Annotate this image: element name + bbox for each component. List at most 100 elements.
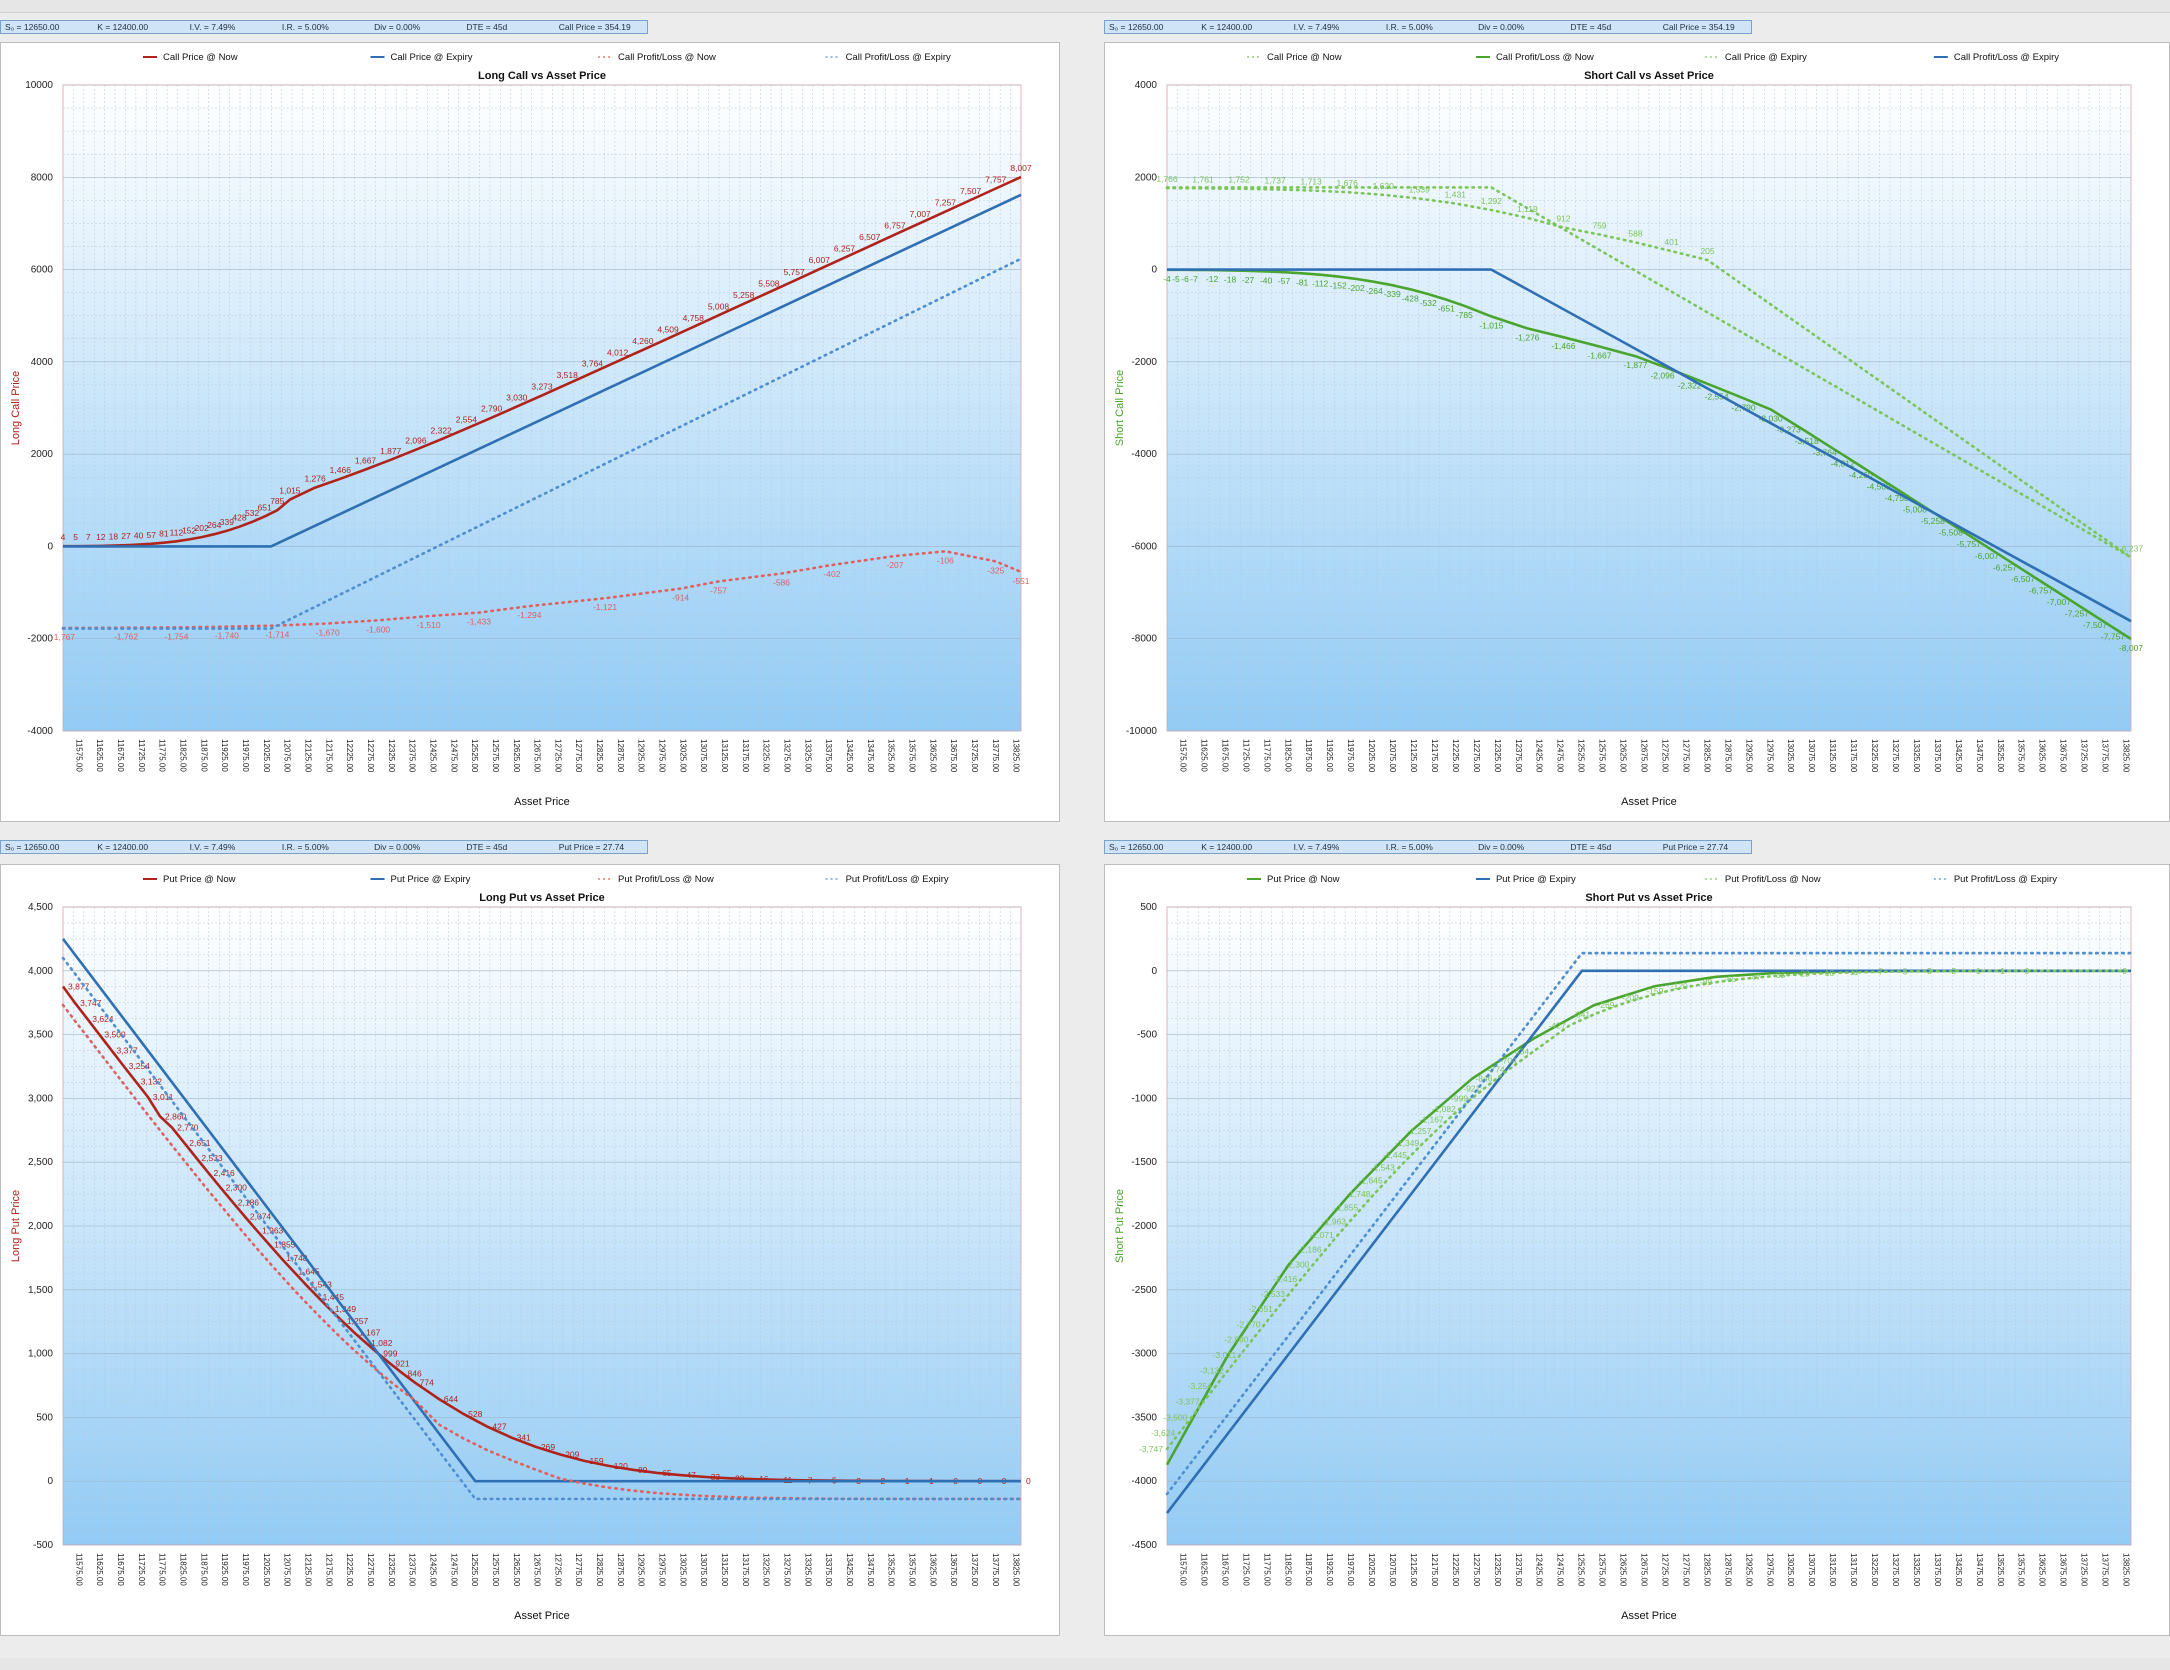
data-label: 7,007 bbox=[910, 209, 932, 219]
data-label: 40 bbox=[134, 531, 144, 541]
param-dte: DTE = 45d bbox=[466, 22, 508, 32]
data-label: -1,740 bbox=[215, 631, 239, 641]
x-tick-label: 12575.00 bbox=[491, 1553, 500, 1587]
x-tick-label: 11875.00 bbox=[1304, 1553, 1313, 1586]
x-tick-label: 12375.00 bbox=[1514, 1553, 1523, 1587]
y-tick-label: -2000 bbox=[1131, 1221, 1157, 1232]
x-tick-label: 11625.00 bbox=[1199, 739, 1208, 772]
data-label: 2,790 bbox=[481, 404, 503, 414]
y-tick-label: 4000 bbox=[1135, 80, 1158, 91]
data-label: -4,260 bbox=[1849, 470, 1873, 480]
x-tick-label: 12675.00 bbox=[1640, 739, 1649, 773]
data-label: -325 bbox=[987, 565, 1004, 575]
y-tick-label: 2000 bbox=[1135, 172, 1158, 183]
x-tick-label: 11825.00 bbox=[1283, 1553, 1292, 1586]
x-tick-label: 13525.00 bbox=[887, 739, 896, 773]
x-tick-label: 12725.00 bbox=[1660, 739, 1669, 773]
x-tick-label: 11675.00 bbox=[1220, 739, 1229, 772]
legend: Put Price @ Now Put Price @ Expiry Put Pro… bbox=[143, 874, 949, 885]
data-label: -846 bbox=[1475, 1074, 1492, 1084]
x-tick-label: 12175.00 bbox=[324, 1553, 333, 1587]
gridlines bbox=[62, 84, 1022, 732]
data-label: -2,554 bbox=[1705, 391, 1729, 401]
data-label: -5,008 bbox=[1903, 505, 1927, 515]
x-tick-label: 12225.00 bbox=[345, 1553, 354, 1587]
param-price: Put Price = 27.74 bbox=[1662, 842, 1729, 852]
data-label: -5,508 bbox=[1939, 528, 1963, 538]
y-tick-label: -2500 bbox=[1131, 1285, 1157, 1296]
x-tick-label: 11875.00 bbox=[199, 739, 208, 772]
x-tick-label: 13025.00 bbox=[1786, 1553, 1795, 1587]
data-label: 2,322 bbox=[431, 425, 453, 435]
x-tick-label: 12225.00 bbox=[1451, 1553, 1460, 1587]
data-label: -120 bbox=[1671, 981, 1688, 991]
y-tick-label: 3,000 bbox=[28, 1093, 53, 1104]
x-tick-label: 11975.00 bbox=[1346, 1553, 1355, 1586]
x-tick-label: 12725.00 bbox=[1660, 1553, 1669, 1587]
data-label: -704 bbox=[1500, 1056, 1517, 1066]
x-tick-label: 13175.00 bbox=[741, 739, 750, 773]
y-tick-label: 2000 bbox=[31, 449, 54, 460]
x-tick-label: 13075.00 bbox=[699, 739, 708, 773]
x-tick-label: 13675.00 bbox=[949, 739, 958, 773]
x-tick-label: 12825.00 bbox=[1702, 1553, 1711, 1587]
y-axis-label: Long Put Price bbox=[10, 1190, 22, 1262]
x-tick-label: 12475.00 bbox=[1556, 739, 1565, 773]
data-label: 7 bbox=[86, 532, 91, 542]
series-line-put-profit-loss-expiry bbox=[61, 956, 1023, 1501]
data-label: -1,963 bbox=[1322, 1216, 1346, 1226]
legend-item-put-price-expiry: Put Price @ Expiry bbox=[391, 874, 471, 885]
x-tick-label: 13825.00 bbox=[1012, 1553, 1021, 1587]
data-label: 1,748 bbox=[286, 1253, 308, 1263]
data-label: -47 bbox=[1749, 972, 1762, 982]
data-label: 3,377 bbox=[117, 1045, 139, 1055]
chart-panel-short-put: 500 0 -500 -1000 -1500 -2000 -2500 -3000 -3500 -4… bbox=[1104, 864, 2170, 1636]
x-tick-label: 12475.00 bbox=[449, 1553, 458, 1587]
x-axis-label: Asset Price bbox=[514, 796, 570, 808]
data-label: -5,757 bbox=[1957, 539, 1981, 549]
y-tick-label: 0 bbox=[47, 541, 53, 552]
data-label: 3,518 bbox=[557, 370, 579, 380]
x-tick-label: 12325.00 bbox=[387, 739, 396, 773]
data-label: 159 bbox=[589, 1456, 603, 1466]
x-tick-label: 11675.00 bbox=[116, 739, 125, 772]
x-tick-label: 11875.00 bbox=[1304, 739, 1313, 772]
x-tick-label: 13525.00 bbox=[1996, 1553, 2005, 1587]
data-label: -1,167 bbox=[1420, 1115, 1444, 1125]
x-tick-label: 12375.00 bbox=[408, 739, 417, 773]
data-label: -106 bbox=[937, 555, 954, 565]
legend: Put Price @ Now Put Price @ Expiry Put Pro… bbox=[1247, 874, 2057, 885]
x-tick-label: 12925.00 bbox=[1744, 739, 1753, 773]
legend-item-call-price-expiry: Call Price @ Expiry bbox=[1725, 52, 1807, 63]
data-label: 89 bbox=[638, 1465, 648, 1475]
data-label: 5 bbox=[73, 532, 78, 542]
chart-panel-short-call: 4000 2000 0 -2000 -4000 -6000 -8000 -10000 11575… bbox=[1104, 42, 2170, 822]
chart-title: Long Put vs Asset Price bbox=[479, 892, 605, 904]
data-label: 785 bbox=[270, 496, 284, 506]
data-label: 1,877 bbox=[380, 446, 402, 456]
legend-item-call-profit-loss-now: Call Profit/Loss @ Now bbox=[618, 52, 716, 63]
series-line-call-profit-loss-now bbox=[61, 550, 1023, 630]
data-label: -1,349 bbox=[1395, 1138, 1419, 1148]
data-label: -2,096 bbox=[1650, 370, 1674, 380]
x-tick-label: 11825.00 bbox=[179, 739, 188, 772]
x-tick-label: 11875.00 bbox=[199, 1553, 208, 1586]
x-tick-label: 11675.00 bbox=[116, 1553, 125, 1586]
data-label: 1,645 bbox=[298, 1266, 320, 1276]
x-tick-label: 13425.00 bbox=[1954, 739, 1963, 773]
legend: Call Price @ Now Call Price @ Expiry Call … bbox=[143, 52, 951, 63]
x-tick-label: 13825.00 bbox=[2122, 1553, 2131, 1587]
data-label: -65 bbox=[1724, 974, 1737, 984]
data-label: 120 bbox=[614, 1461, 628, 1471]
data-label: -7,757 bbox=[2101, 632, 2125, 642]
x-tick-label: 13325.00 bbox=[803, 1553, 812, 1587]
data-label: 3,747 bbox=[80, 998, 102, 1008]
data-label: -27 bbox=[1242, 275, 1255, 285]
data-label: -1,877 bbox=[1623, 360, 1647, 370]
data-label: -3,500 bbox=[1163, 1412, 1187, 1422]
data-label: 18 bbox=[109, 532, 119, 542]
data-labels-call-price-now: 4 5 7 12 18 27 40 57 81 1121522022643394285326517… bbox=[61, 163, 1032, 542]
x-tick-label: 13025.00 bbox=[678, 739, 687, 773]
data-label: 1,667 bbox=[355, 456, 377, 466]
data-label: 651 bbox=[258, 502, 272, 512]
